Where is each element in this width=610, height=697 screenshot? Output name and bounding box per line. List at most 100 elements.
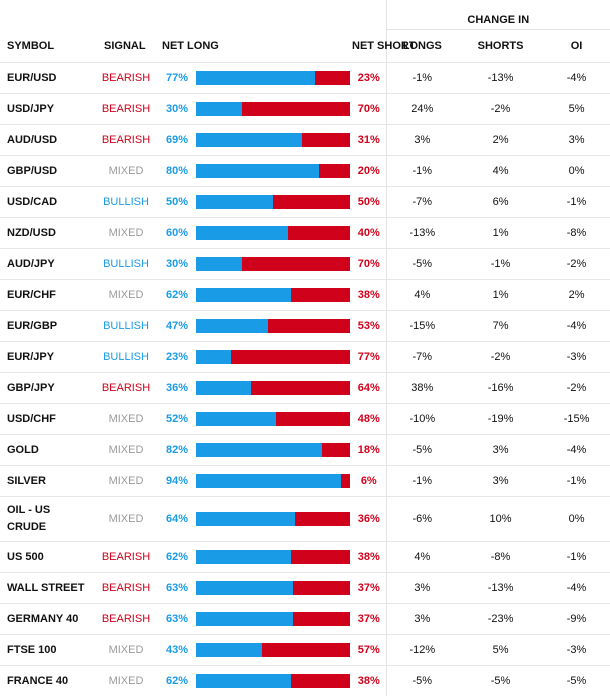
net-long-bar xyxy=(196,102,243,116)
net-long-value: 43% xyxy=(165,644,189,656)
oi-change: -5% xyxy=(566,675,587,687)
longs-change: 38% xyxy=(385,372,459,404)
table-row[interactable]: USD/CAD BULLISH 50% 50% -7% 6% -1% xyxy=(0,186,610,218)
net-short-value: 38% xyxy=(357,675,380,687)
symbol-cell[interactable]: US 500 xyxy=(7,550,44,563)
header-group-row: CHANGE IN xyxy=(0,0,610,30)
net-long-bar xyxy=(196,612,294,626)
net-short-bar xyxy=(314,71,350,85)
sentiment-bar xyxy=(196,350,350,364)
signal-badge: BULLISH xyxy=(103,320,149,332)
table-row[interactable]: AUD/USD BEARISH 69% 31% 3% 2% 3% xyxy=(0,124,610,156)
symbol-cell[interactable]: EUR/JPY xyxy=(7,350,55,363)
table-row[interactable]: OIL - US CRUDE MIXED 64% 36% -6% 10% 0% xyxy=(0,496,610,542)
table-row[interactable]: EUR/JPY BULLISH 23% 77% -7% -2% -3% xyxy=(0,341,610,373)
net-long-bar xyxy=(196,257,243,271)
net-long-value: 60% xyxy=(165,227,189,239)
sentiment-bar xyxy=(196,381,350,395)
table-row[interactable]: EUR/USD BEARISH 77% 23% -1% -13% -4% xyxy=(0,62,610,94)
table-row[interactable]: AUD/JPY BULLISH 30% 70% -5% -1% -2% xyxy=(0,248,610,280)
oi-change: 5% xyxy=(568,103,585,115)
symbol-cell[interactable]: GERMANY 40 xyxy=(7,612,79,625)
sentiment-bar xyxy=(196,226,350,240)
oi-change: -9% xyxy=(566,613,587,625)
table-row[interactable]: USD/JPY BEARISH 30% 70% 24% -2% 5% xyxy=(0,93,610,125)
net-short-value: 40% xyxy=(357,227,380,239)
sentiment-bar xyxy=(196,319,350,333)
oi-change: -2% xyxy=(566,382,587,394)
table-row[interactable]: GERMANY 40 BEARISH 63% 37% 3% -23% -9% xyxy=(0,603,610,635)
table-row[interactable]: GBP/USD MIXED 80% 20% -1% 4% 0% xyxy=(0,155,610,187)
net-long-bar xyxy=(196,381,252,395)
symbol-cell[interactable]: SILVER xyxy=(7,474,46,487)
sentiment-bar xyxy=(196,474,350,488)
net-short-bar xyxy=(319,164,350,178)
shorts-change: -16% xyxy=(487,382,514,394)
signal-badge: BULLISH xyxy=(103,258,149,270)
net-long-value: 64% xyxy=(165,513,189,525)
net-short-bar xyxy=(293,612,350,626)
shorts-change: -23% xyxy=(487,613,514,625)
symbol-cell[interactable]: AUD/USD xyxy=(7,133,58,146)
table-row[interactable]: EUR/CHF MIXED 62% 38% 4% 1% 2% xyxy=(0,279,610,311)
net-short-bar xyxy=(242,102,350,116)
table-row[interactable]: FRANCE 40 MIXED 62% 38% -5% -5% -5% xyxy=(0,665,610,696)
net-long-bar xyxy=(196,195,273,209)
symbol-cell[interactable]: AUD/JPY xyxy=(7,257,55,270)
table-row[interactable]: US 500 BEARISH 62% 38% 4% -8% -1% xyxy=(0,541,610,573)
symbol-cell[interactable]: EUR/USD xyxy=(7,71,57,84)
longs-change: -6% xyxy=(385,496,459,542)
net-short-value: 53% xyxy=(357,320,380,332)
longs-change: -1% xyxy=(385,62,459,94)
symbol-cell[interactable]: NZD/USD xyxy=(7,226,56,239)
net-long-bar xyxy=(196,226,289,240)
longs-change: -12% xyxy=(385,634,459,666)
signal-badge: BEARISH xyxy=(101,72,151,84)
table-row[interactable]: NZD/USD MIXED 60% 40% -13% 1% -8% xyxy=(0,217,610,249)
oi-change: 0% xyxy=(568,513,585,525)
table-row[interactable]: GOLD MIXED 82% 18% -5% 3% -4% xyxy=(0,434,610,466)
net-long-bar xyxy=(196,512,295,526)
table-row[interactable]: USD/CHF MIXED 52% 48% -10% -19% -15% xyxy=(0,403,610,435)
longs-change: -10% xyxy=(385,403,459,435)
shorts-change: -19% xyxy=(487,413,514,425)
symbol-cell[interactable]: GBP/JPY xyxy=(7,381,55,394)
sentiment-bar xyxy=(196,643,350,657)
symbol-cell[interactable]: USD/JPY xyxy=(7,102,55,115)
table-row[interactable]: FTSE 100 MIXED 43% 57% -12% 5% -3% xyxy=(0,634,610,666)
change-in-header: CHANGE IN xyxy=(385,0,610,30)
symbol-cell[interactable]: USD/CAD xyxy=(7,195,58,208)
oi-change: -4% xyxy=(566,582,587,594)
symbol-cell[interactable]: USD/CHF xyxy=(7,412,56,425)
table-row[interactable]: EUR/GBP BULLISH 47% 53% -15% 7% -4% xyxy=(0,310,610,342)
symbol-cell[interactable]: EUR/CHF xyxy=(7,288,56,301)
symbol-cell[interactable]: GBP/USD xyxy=(7,164,58,177)
symbol-cell[interactable]: OIL - US CRUDE xyxy=(7,504,51,533)
longs-change: 4% xyxy=(385,279,459,311)
symbol-cell[interactable]: FRANCE 40 xyxy=(7,674,69,687)
sentiment-bar xyxy=(196,257,350,271)
net-short-bar xyxy=(291,288,350,302)
oi-change: -2% xyxy=(566,258,587,270)
symbol-cell[interactable]: FTSE 100 xyxy=(7,643,57,656)
net-short-value: 57% xyxy=(357,644,380,656)
net-short-bar xyxy=(273,195,350,209)
symbol-cell[interactable]: WALL STREET xyxy=(7,581,85,594)
oi-change: -4% xyxy=(566,320,587,332)
net-short-value: 37% xyxy=(357,613,380,625)
sentiment-bar xyxy=(196,71,350,85)
symbol-header: SYMBOL xyxy=(7,39,55,52)
symbol-cell[interactable]: GOLD xyxy=(7,443,39,456)
symbol-cell[interactable]: EUR/GBP xyxy=(7,319,58,332)
shorts-change: 3% xyxy=(492,444,509,456)
net-short-bar xyxy=(276,412,350,426)
net-long-header: NET LONG xyxy=(162,39,219,52)
shorts-change: 1% xyxy=(492,289,509,301)
net-long-bar xyxy=(196,412,277,426)
longs-change: -5% xyxy=(385,665,459,696)
table-row[interactable]: WALL STREET BEARISH 63% 37% 3% -13% -4% xyxy=(0,572,610,604)
table-row[interactable]: SILVER MIXED 94% 6% -1% 3% -1% xyxy=(0,465,610,497)
table-row[interactable]: GBP/JPY BEARISH 36% 64% 38% -16% -2% xyxy=(0,372,610,404)
shorts-change: 10% xyxy=(489,513,512,525)
